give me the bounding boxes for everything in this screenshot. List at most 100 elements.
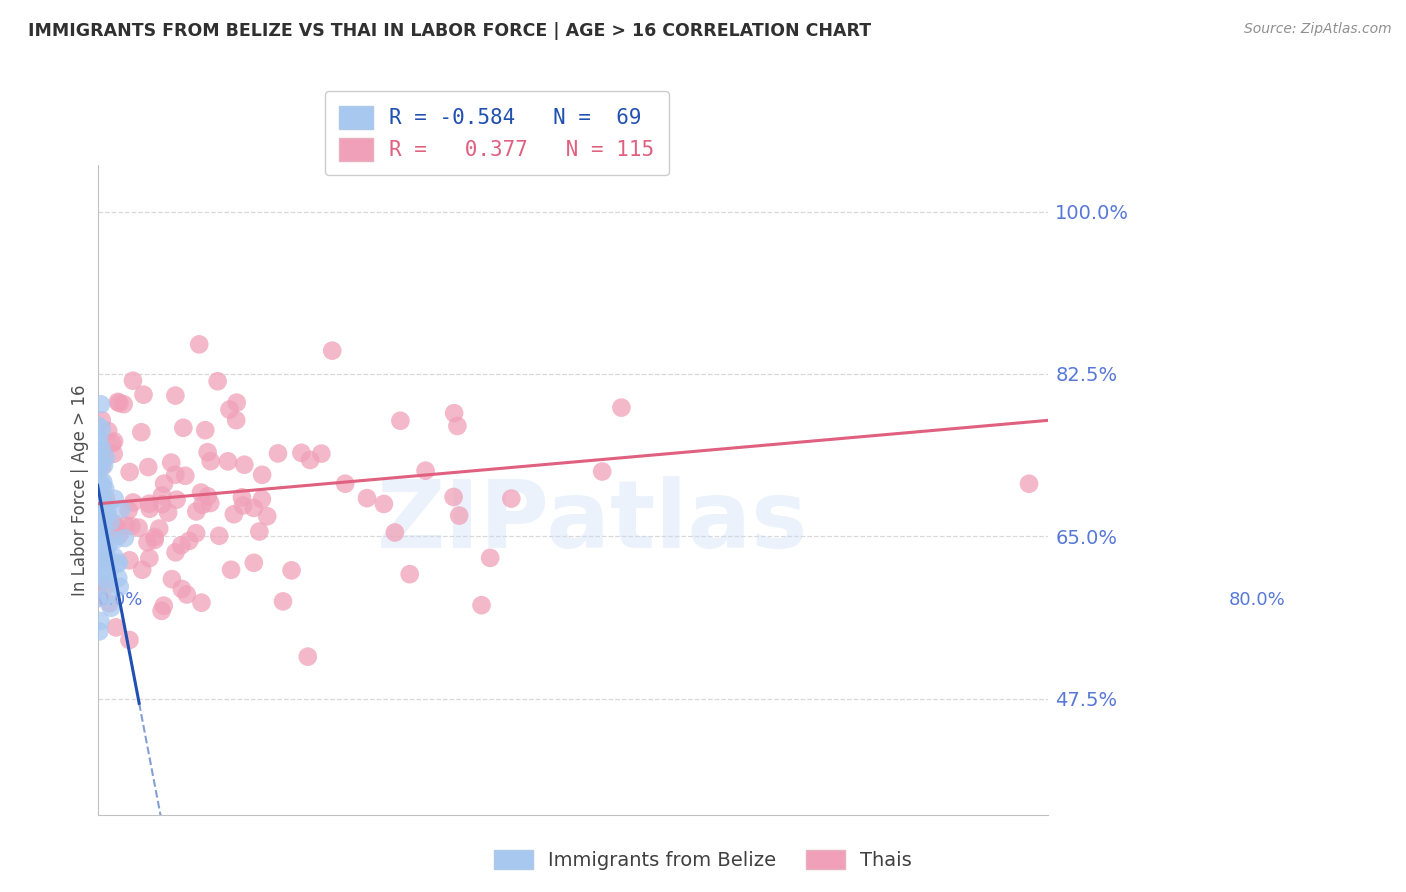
- Point: [90, 519, 112, 533]
- Point: [231, 490, 253, 504]
- Text: 80.0%: 80.0%: [1229, 591, 1286, 609]
- Point: [87, 549, 110, 564]
- Point: [384, 525, 406, 540]
- Point: [160, 572, 183, 586]
- Point: [219, 563, 242, 577]
- Point: [89, 507, 111, 521]
- Y-axis label: In Labor Force | Age > 16: In Labor Force | Age > 16: [72, 384, 89, 596]
- Point: [90, 524, 112, 539]
- Point: [103, 434, 125, 449]
- Point: [165, 388, 187, 402]
- Point: [138, 497, 160, 511]
- Point: [107, 395, 129, 409]
- Point: [101, 436, 124, 450]
- Point: [217, 454, 239, 468]
- Point: [446, 419, 468, 434]
- Point: [90, 413, 112, 427]
- Point: [87, 461, 110, 475]
- Point: [94, 571, 117, 585]
- Point: [136, 535, 159, 549]
- Point: [90, 555, 112, 569]
- Point: [389, 414, 412, 428]
- Point: [90, 454, 112, 468]
- Point: [87, 491, 110, 506]
- Point: [479, 550, 502, 565]
- Point: [232, 499, 254, 513]
- Point: [89, 523, 111, 537]
- Text: 0.0%: 0.0%: [97, 591, 143, 609]
- Point: [280, 563, 302, 577]
- Point: [233, 458, 256, 472]
- Point: [186, 504, 208, 518]
- Point: [91, 532, 114, 546]
- Point: [174, 468, 197, 483]
- Legend: R = -0.584   N =  69, R =   0.377   N = 115: R = -0.584 N = 69, R = 0.377 N = 115: [325, 91, 669, 175]
- Legend: Immigrants from Belize, Thais: Immigrants from Belize, Thais: [486, 842, 920, 878]
- Text: ZIPatlas: ZIPatlas: [377, 476, 807, 568]
- Point: [87, 490, 110, 504]
- Point: [108, 396, 131, 410]
- Point: [200, 454, 222, 468]
- Point: [98, 563, 121, 577]
- Point: [138, 551, 160, 566]
- Point: [290, 446, 312, 460]
- Point: [197, 489, 219, 503]
- Point: [176, 587, 198, 601]
- Point: [131, 425, 153, 440]
- Point: [96, 508, 118, 522]
- Point: [321, 343, 343, 358]
- Point: [184, 526, 207, 541]
- Point: [91, 475, 114, 489]
- Point: [90, 511, 112, 525]
- Point: [208, 529, 231, 543]
- Point: [143, 530, 166, 544]
- Point: [311, 447, 333, 461]
- Point: [610, 401, 633, 415]
- Point: [128, 521, 150, 535]
- Point: [90, 422, 112, 436]
- Point: [91, 518, 114, 533]
- Point: [165, 545, 187, 559]
- Point: [91, 561, 114, 575]
- Point: [93, 458, 115, 473]
- Point: [120, 519, 142, 533]
- Point: [96, 499, 118, 513]
- Point: [91, 480, 114, 494]
- Point: [297, 649, 319, 664]
- Point: [87, 575, 110, 590]
- Point: [501, 491, 523, 506]
- Point: [225, 413, 247, 427]
- Point: [108, 580, 131, 594]
- Point: [94, 450, 117, 465]
- Point: [114, 518, 136, 533]
- Point: [94, 554, 117, 568]
- Point: [87, 591, 110, 606]
- Point: [148, 522, 170, 536]
- Point: [118, 465, 141, 479]
- Point: [108, 556, 131, 570]
- Point: [118, 553, 141, 567]
- Point: [191, 498, 214, 512]
- Point: [104, 491, 127, 506]
- Point: [100, 600, 122, 615]
- Point: [94, 482, 117, 496]
- Point: [87, 443, 110, 458]
- Point: [91, 443, 114, 458]
- Point: [194, 423, 217, 437]
- Point: [398, 567, 420, 582]
- Point: [89, 491, 111, 505]
- Point: [90, 397, 112, 411]
- Point: [91, 491, 114, 505]
- Point: [243, 556, 266, 570]
- Point: [89, 591, 111, 605]
- Point: [1018, 476, 1040, 491]
- Point: [87, 418, 110, 433]
- Point: [177, 533, 200, 548]
- Point: [373, 497, 395, 511]
- Point: [110, 502, 132, 516]
- Point: [93, 551, 115, 566]
- Point: [225, 395, 247, 409]
- Point: [118, 632, 141, 647]
- Point: [222, 508, 245, 522]
- Point: [89, 430, 111, 444]
